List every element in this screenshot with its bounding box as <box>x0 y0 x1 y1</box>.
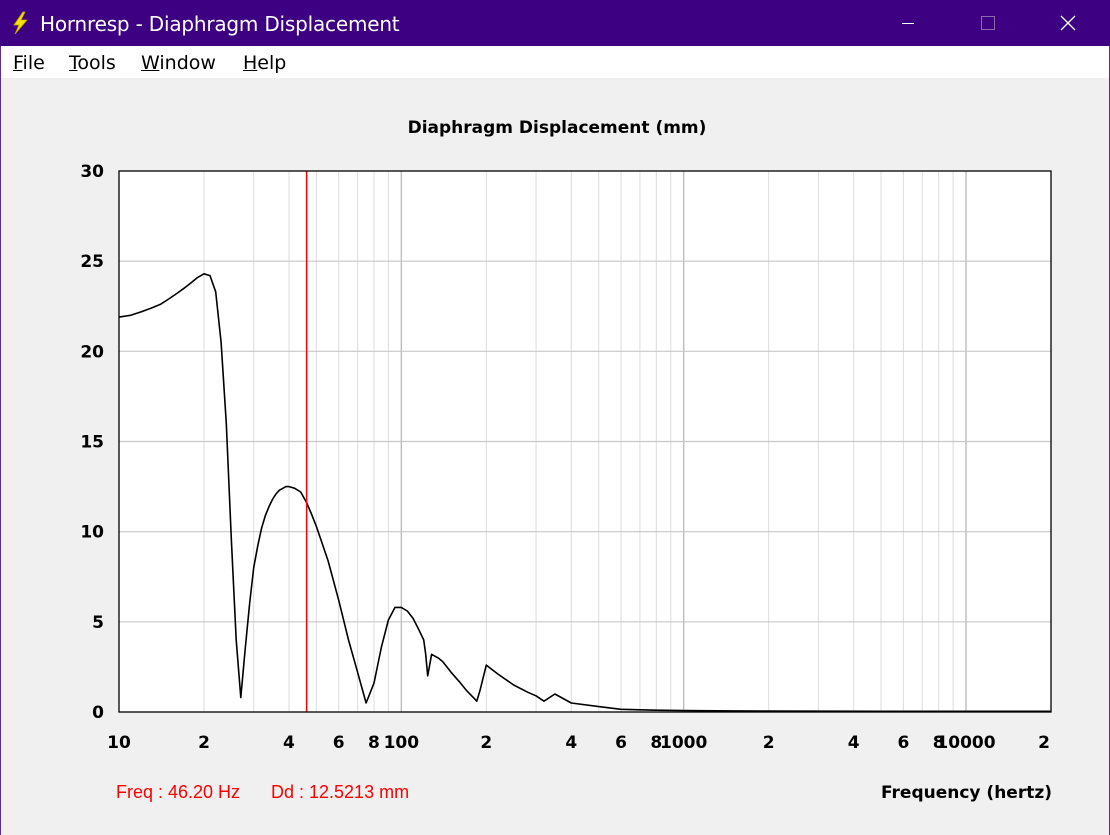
menu-file-label: ile <box>22 52 45 74</box>
x-tick-label: 6 <box>615 733 627 753</box>
minimize-icon <box>902 23 914 24</box>
close-icon <box>1060 15 1076 31</box>
menu-tools-accel: T <box>69 52 78 74</box>
displacement-curve <box>118 273 1051 713</box>
menu-window-accel: W <box>141 52 160 74</box>
y-tick-label: 0 <box>92 703 104 723</box>
y-tick-label: 30 <box>80 162 104 182</box>
menu-help-label: elp <box>257 52 287 74</box>
plot-border <box>118 170 1052 713</box>
x-tick-label: 8 <box>933 733 945 753</box>
menu-bar: File Tools Window Help <box>1 46 1109 78</box>
menu-tools[interactable]: Tools <box>69 52 116 74</box>
x-tick-label: 2 <box>198 733 210 753</box>
menu-file-accel: F <box>13 52 23 74</box>
x-tick-label: 4 <box>848 733 860 753</box>
menu-help-accel: H <box>243 52 258 74</box>
minimize-button[interactable] <box>868 0 948 46</box>
x-tick-label: 2 <box>763 733 775 753</box>
x-tick-label: 2 <box>480 733 492 753</box>
x-tick-label: 2 <box>1038 733 1050 753</box>
menu-tools-label: ools <box>77 52 116 74</box>
freq-readout: Freq : 46.20 Hz <box>116 782 240 802</box>
x-tick-label: 10 <box>107 733 131 753</box>
x-axis-label: Frequency (hertz) <box>881 783 1052 803</box>
x-tick-label: 8 <box>368 733 380 753</box>
dd-readout: Dd : 12.5213 mm <box>271 782 409 802</box>
maximize-icon <box>981 16 995 30</box>
window-title: Hornresp - Diaphragm Displacement <box>40 12 400 36</box>
y-tick-label: 5 <box>92 613 104 633</box>
x-tick-label: 6 <box>333 733 345 753</box>
x-tick-label: 4 <box>565 733 577 753</box>
y-tick-label: 15 <box>80 433 104 453</box>
y-tick-label: 10 <box>80 523 104 543</box>
title-bar: Hornresp - Diaphragm Displacement <box>0 0 1110 46</box>
x-tick-label: 4 <box>283 733 295 753</box>
y-tick-labels: 0 5 10 15 20 25 30 <box>80 162 104 723</box>
menu-window[interactable]: Window <box>141 52 216 74</box>
chart-title: Diaphragm Displacement (mm) <box>408 118 707 138</box>
y-tick-label: 25 <box>80 252 104 272</box>
x-tick-label: 10000 <box>936 733 995 753</box>
x-tick-label: 1000 <box>660 733 707 753</box>
x-tick-label: 8 <box>650 733 662 753</box>
y-tick-label: 20 <box>80 342 104 362</box>
displacement-chart[interactable]: Diaphragm Displacement (mm) 0 5 10 15 20 25 30… <box>0 78 1110 835</box>
menu-file[interactable]: File <box>13 52 45 74</box>
x-tick-label: 100 <box>384 733 420 753</box>
menu-window-label: indow <box>159 52 216 74</box>
menu-help[interactable]: Help <box>243 52 286 74</box>
close-button[interactable] <box>1028 0 1108 46</box>
window-border-left <box>0 46 1 835</box>
maximize-button[interactable] <box>948 0 1028 46</box>
grid-lines <box>119 171 1051 712</box>
lightning-bolt-icon <box>13 11 28 35</box>
x-tick-label: 6 <box>897 733 909 753</box>
